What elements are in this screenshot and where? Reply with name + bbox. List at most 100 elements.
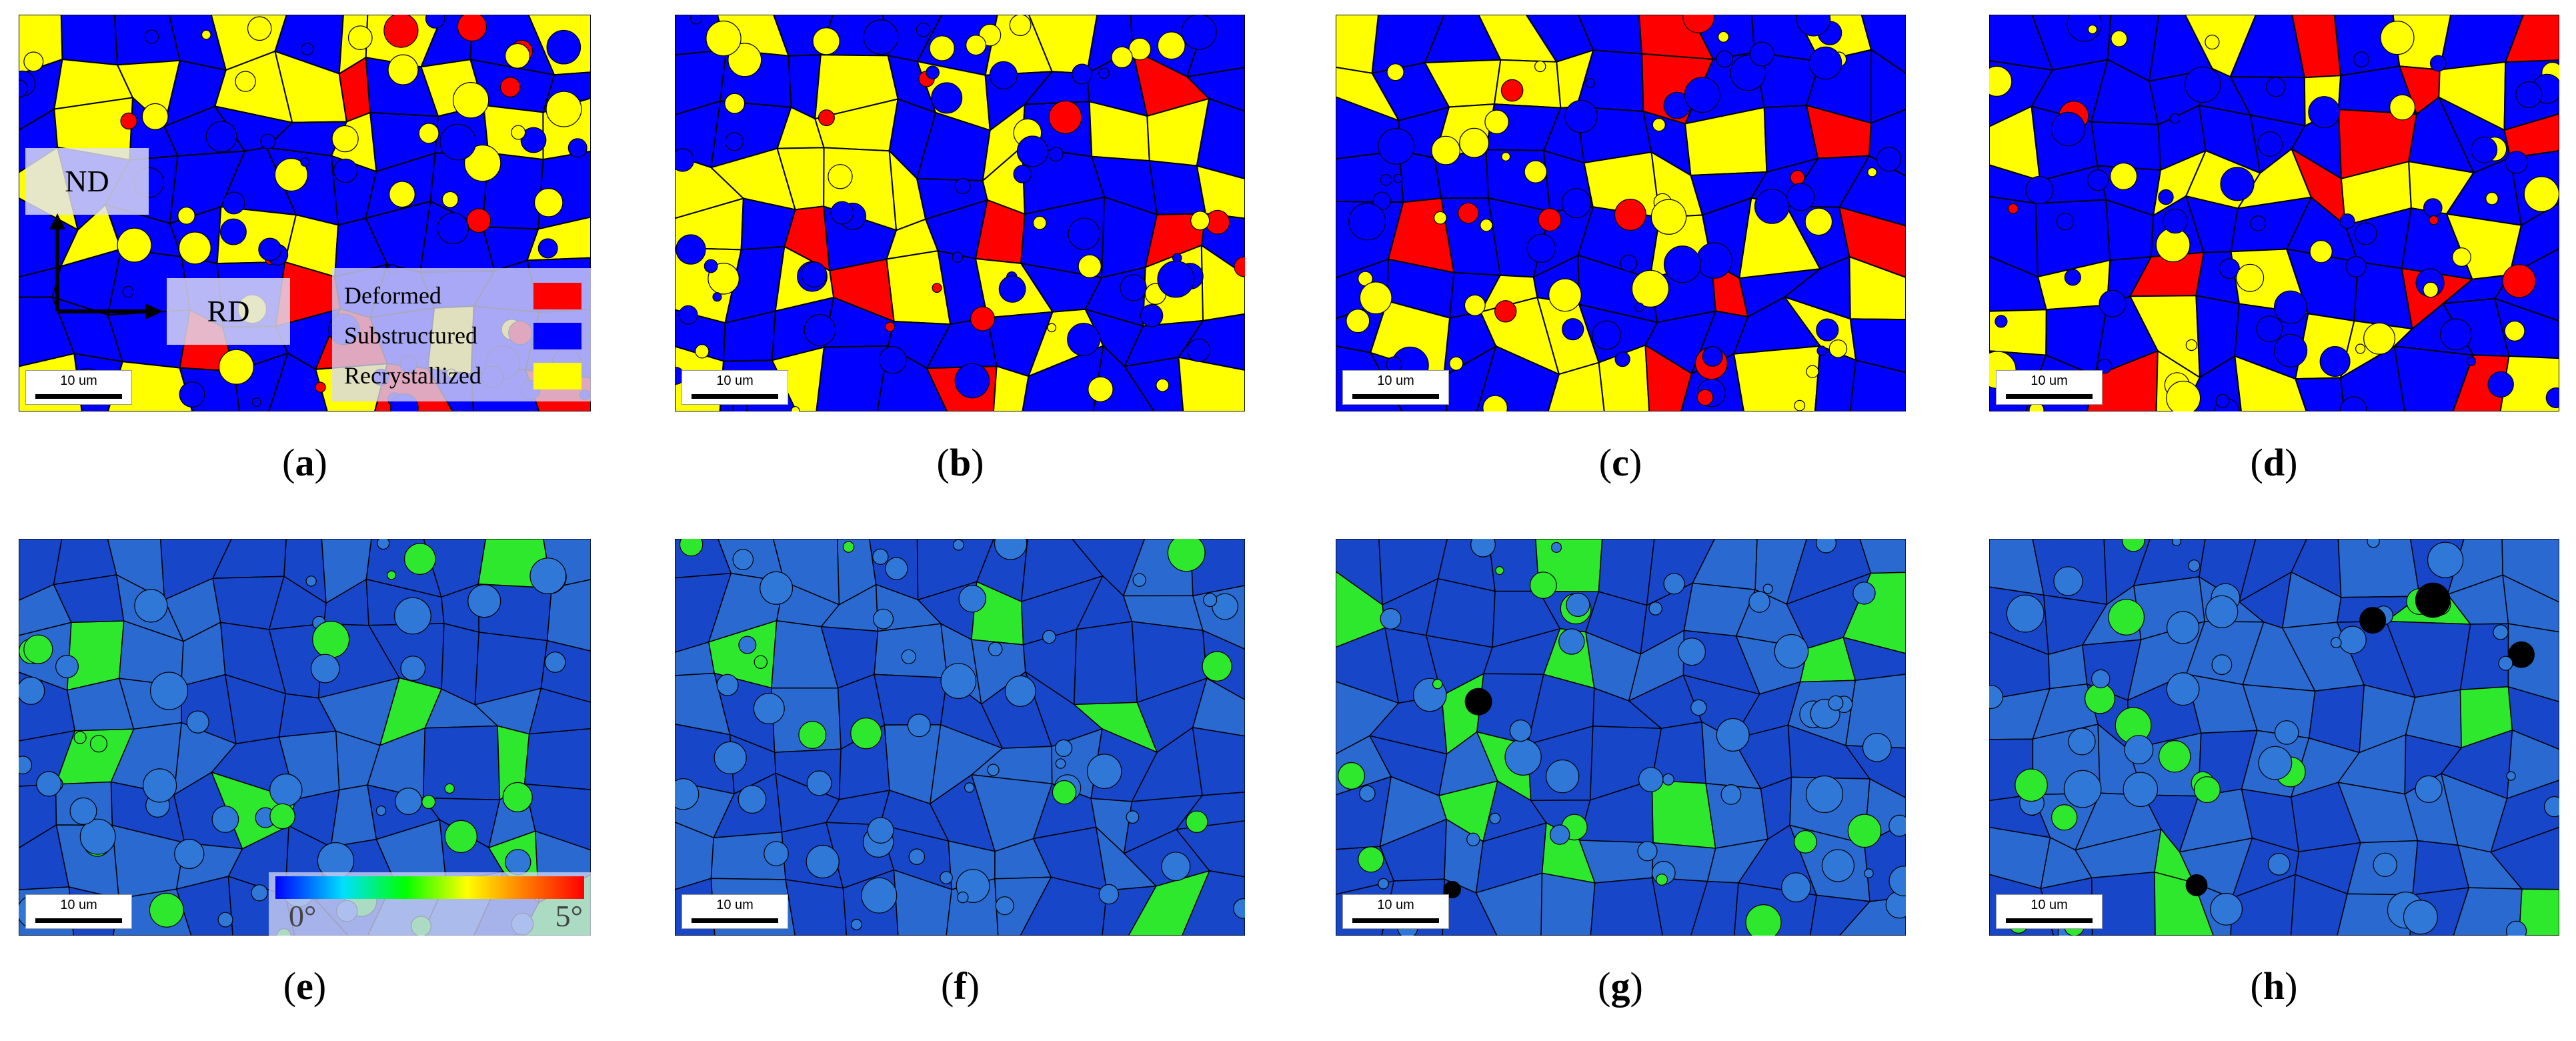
grain [1870, 48, 1906, 125]
small-grain [1203, 593, 1218, 608]
axes-arrows [49, 213, 163, 319]
small-grain [1716, 50, 1733, 68]
small-grain [675, 148, 695, 172]
small-grain [2188, 560, 2201, 572]
small-grain [389, 181, 415, 208]
small-grain [1190, 211, 1210, 231]
grain [523, 783, 591, 851]
grain [1200, 243, 1245, 322]
scale-bar-label: 10 um [716, 898, 754, 912]
small-grain [2339, 213, 2355, 229]
small-grain [2111, 30, 2128, 47]
small-grain [850, 918, 862, 930]
small-grain [36, 771, 62, 797]
small-grain [1433, 211, 1447, 225]
small-grain [926, 65, 940, 79]
grain [2503, 113, 2559, 159]
small-grain [885, 557, 908, 580]
small-grain [952, 539, 964, 551]
small-grain [1086, 754, 1122, 789]
small-grain [712, 292, 722, 302]
grain [1192, 678, 1245, 737]
grain [1842, 636, 1906, 682]
small-grain [1009, 15, 1032, 36]
phase-map-d: 10 um [1989, 15, 2559, 411]
small-grain [545, 91, 582, 127]
small-grain [2367, 539, 2380, 548]
small-grain [1157, 31, 1186, 60]
small-grain [2429, 215, 2439, 225]
small-grain [23, 51, 44, 72]
small-grain [2051, 111, 2086, 147]
small-grain [1359, 281, 1392, 315]
small-grain [1042, 630, 1056, 644]
small-grain [1592, 320, 1621, 350]
small-grain [1828, 695, 1844, 711]
small-grain [1790, 169, 1805, 185]
small-grain [1054, 739, 1073, 757]
small-grain [1794, 399, 1806, 411]
small-grain [2166, 672, 2200, 706]
small-grain [2257, 131, 2283, 157]
scale-bar: 10 um [682, 894, 788, 929]
small-grain [1564, 99, 1598, 133]
small-grain [1781, 872, 1811, 902]
small-grain [2265, 77, 2286, 97]
small-grain [989, 61, 1018, 89]
small-grain [828, 164, 853, 189]
small-grain [2415, 582, 2451, 618]
small-grain [1098, 67, 1110, 79]
small-grain [1378, 878, 1389, 890]
small-grain [2097, 358, 2113, 374]
small-grain [842, 541, 855, 553]
small-grain [1480, 219, 1493, 232]
small-grain [1749, 41, 1774, 67]
caption-h: (h) [2250, 964, 2298, 1008]
small-grain [2025, 175, 2054, 205]
small-grain [1072, 63, 1093, 85]
small-grain [2122, 539, 2145, 552]
small-grain [178, 231, 211, 265]
caption-f-letter: f [954, 964, 967, 1008]
rd-label: RD [207, 294, 250, 328]
grain [992, 365, 1030, 411]
grain [816, 345, 889, 411]
small-grain [403, 543, 436, 575]
small-grain [1720, 784, 1742, 805]
grain [1128, 870, 1211, 936]
small-grain [315, 381, 326, 393]
small-grain [1380, 608, 1402, 630]
small-grain [932, 283, 942, 293]
small-grain [760, 571, 794, 605]
kam-grain-map-g [1336, 539, 1906, 936]
small-grain [2355, 343, 2366, 354]
small-grain [2064, 269, 2081, 286]
small-grain [141, 103, 169, 130]
grain [1690, 880, 1739, 936]
scale-bar: 10 um [1996, 894, 2103, 929]
small-grain [120, 112, 137, 130]
small-grain [2505, 151, 2529, 174]
small-grain [1186, 810, 1208, 833]
small-grain [1620, 254, 1638, 272]
caption-f: (f) [941, 964, 980, 1008]
legend-substructured-swatch [533, 323, 581, 349]
small-grain [2256, 315, 2283, 343]
kam-map-e: 0° 5° 10 um [19, 539, 591, 936]
legend-deformed-swatch [533, 283, 581, 309]
small-grain [377, 539, 390, 550]
grain [2393, 345, 2475, 411]
small-grain [2258, 746, 2293, 780]
small-grain [1489, 812, 1501, 824]
kam-map-f: 10 um [675, 539, 1245, 936]
small-grain [1816, 318, 1839, 341]
phase-map-c: 10 um [1336, 15, 1906, 411]
nd-label: ND [65, 164, 109, 198]
caption-a-letter: a [295, 441, 315, 484]
small-grain [2439, 318, 2472, 351]
small-grain [1186, 338, 1211, 362]
small-grain [383, 15, 419, 48]
grain [2339, 345, 2406, 411]
grain [2290, 874, 2348, 936]
small-grain [1754, 189, 1790, 224]
